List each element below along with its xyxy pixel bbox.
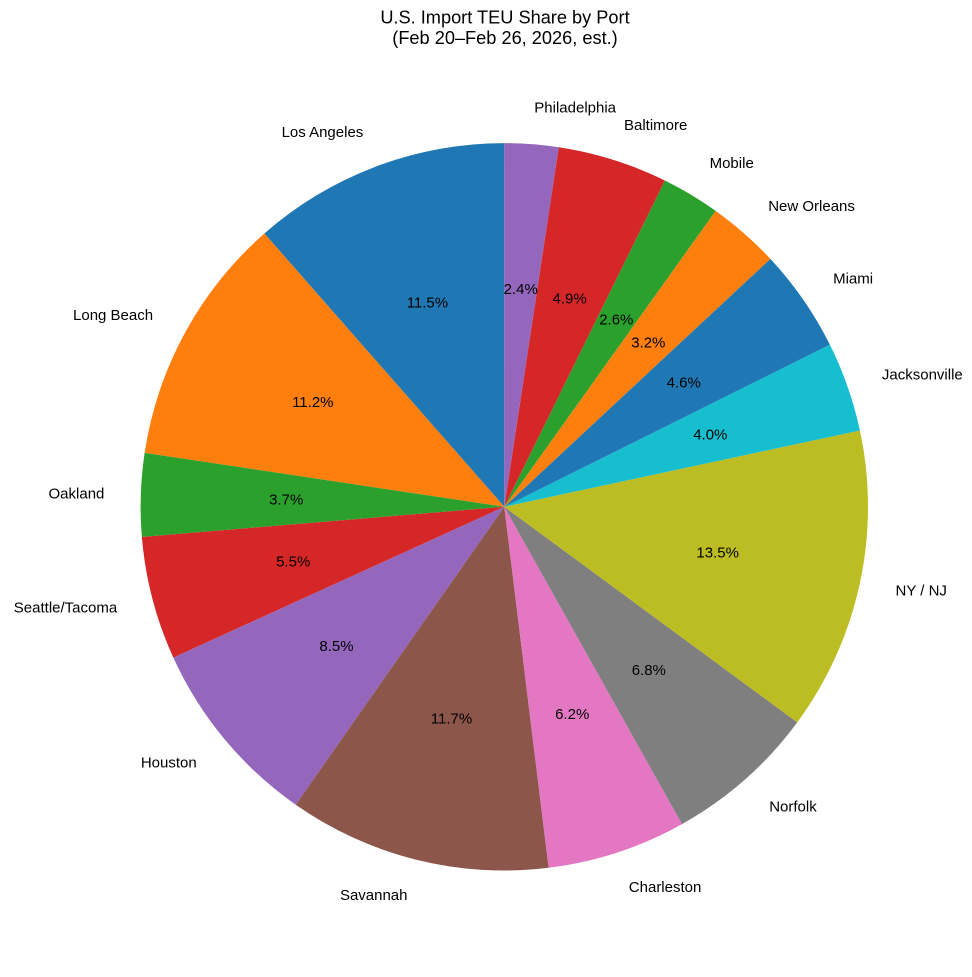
svg-text:Savannah: Savannah — [340, 887, 408, 904]
svg-text:Long Beach: Long Beach — [73, 307, 153, 324]
svg-text:NY / NJ: NY / NJ — [896, 583, 947, 600]
svg-text:Seattle/Tacoma: Seattle/Tacoma — [14, 600, 118, 617]
svg-text:3.7%: 3.7% — [269, 491, 303, 508]
svg-text:U.S. Import TEU Share by Port: U.S. Import TEU Share by Port — [380, 8, 629, 28]
svg-text:8.5%: 8.5% — [319, 638, 353, 655]
svg-text:Norfolk: Norfolk — [769, 798, 817, 815]
svg-text:11.5%: 11.5% — [407, 294, 448, 311]
svg-text:Jacksonville: Jacksonville — [882, 366, 963, 383]
svg-text:4.6%: 4.6% — [667, 374, 701, 391]
svg-text:6.2%: 6.2% — [555, 706, 589, 723]
svg-text:2.4%: 2.4% — [504, 281, 538, 298]
svg-text:4.9%: 4.9% — [552, 290, 586, 307]
svg-text:Baltimore: Baltimore — [624, 117, 687, 134]
svg-text:11.7%: 11.7% — [431, 710, 472, 727]
svg-text:Philadelphia: Philadelphia — [534, 100, 616, 117]
svg-text:Los Angeles: Los Angeles — [282, 124, 364, 141]
svg-text:3.2%: 3.2% — [631, 335, 665, 352]
svg-text:Charleston: Charleston — [629, 879, 702, 896]
svg-text:New Orleans: New Orleans — [768, 198, 855, 215]
svg-text:(Feb 20–Feb 26, 2026, est.): (Feb 20–Feb 26, 2026, est.) — [392, 28, 617, 48]
svg-text:6.8%: 6.8% — [632, 662, 666, 679]
svg-text:Houston: Houston — [141, 754, 197, 771]
svg-text:2.6%: 2.6% — [599, 311, 633, 328]
svg-text:13.5%: 13.5% — [696, 544, 739, 561]
svg-text:4.0%: 4.0% — [693, 427, 727, 444]
svg-text:5.5%: 5.5% — [276, 554, 310, 571]
svg-text:Oakland: Oakland — [49, 485, 105, 502]
svg-text:11.2%: 11.2% — [292, 394, 333, 411]
svg-text:Miami: Miami — [833, 271, 873, 288]
svg-text:Mobile: Mobile — [710, 155, 754, 172]
